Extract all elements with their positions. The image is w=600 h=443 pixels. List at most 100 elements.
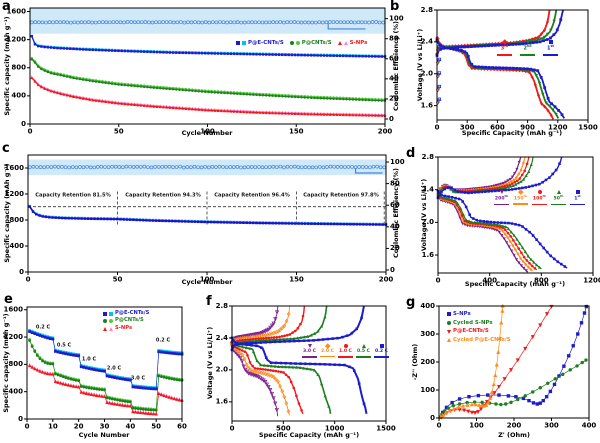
annotation: Capacity Retention 97.8% (303, 192, 379, 199)
legend-item: P@E-CNTs/S (236, 40, 284, 46)
legend-label: S-NPs (349, 40, 368, 46)
legend-item: 100th (532, 190, 547, 206)
legend-line-swatch (320, 355, 335, 358)
triangle-up-marker-icon (447, 338, 451, 343)
legend-label: 150th (513, 193, 528, 202)
legend-line-swatch (551, 203, 566, 206)
diamond-marker-icon (518, 189, 523, 195)
legend-line-swatch (543, 54, 558, 56)
legend-line-swatch (570, 203, 585, 206)
panel-a-y-axis-label: Specific capacity (mAh g⁻¹) (2, 16, 11, 116)
panel-a-legend: P@E-CNTs/S P@CNTs/S S-NPs (236, 40, 367, 46)
legend-line-swatch (338, 356, 353, 358)
circle-marker-icon (295, 41, 300, 46)
legend-label: 200th (494, 194, 509, 202)
legend-label: Cycled P@E-CNTs/S (453, 337, 511, 344)
legend-label: 50th (553, 194, 564, 202)
diamond-marker-icon (325, 343, 330, 349)
panel-b-y-axis-label: Voltage (V vs Li/Li⁺) (415, 28, 424, 102)
panel-a-right-axis-label: Coulombic Efficiency (%) (391, 21, 400, 111)
legend-item: 0.5 C (356, 344, 371, 358)
legend-label: 1st (547, 44, 554, 52)
legend-line-swatch (374, 356, 389, 358)
legend-item: P@CNTs/S (289, 40, 332, 46)
panel-f-legend: 3.0 C 2.0 C 1.0 C 0.5 C 0.2 C (302, 343, 389, 358)
legend-item: P@CNTs/S (103, 317, 149, 324)
panel-g-y-axis-label: -Z'' (Ohm) (410, 343, 419, 381)
legend-item: P@E-CNTs/S (103, 310, 150, 317)
legend-line-swatch (532, 203, 547, 206)
legend-item: 3.0 C (302, 344, 317, 358)
panel-d-y-axis-label: Voltage (V vs Li/Li⁺) (419, 178, 428, 252)
triangle-down-marker-icon (525, 40, 530, 44)
legend-item: P@E-CNTs/S (447, 328, 511, 334)
square-marker-icon (236, 41, 240, 46)
legend-label: P@CNTs/S (301, 40, 332, 46)
circle-marker-icon (537, 190, 542, 194)
legend-label: 3rd (500, 43, 509, 52)
legend-item: Cycled S-NPs (447, 320, 511, 326)
legend-item: S-NPs (447, 311, 511, 317)
square-marker-icon (103, 311, 107, 316)
panel-e-y-axis-label: Specific capacity (mAh g⁻¹) (1, 313, 10, 413)
legend-label: P@E-CNTs/S (115, 310, 150, 316)
legend-item: 200th (494, 190, 509, 206)
square-marker-icon (242, 41, 246, 46)
legend-item: 50th (551, 190, 566, 206)
panel-e-label: e (4, 292, 13, 307)
circle-marker-icon (289, 41, 294, 46)
legend-item: 150th (513, 189, 528, 205)
panel-g-x-axis-label: Z' (Ohm) (498, 430, 530, 439)
panel-a-x-axis-label: Cycle Number (181, 128, 233, 137)
triangle-up-marker-icon (361, 344, 366, 348)
circle-marker-icon (103, 319, 107, 324)
legend-label: P@CNTs/S (115, 317, 144, 324)
legend-label: Cycled S-NPs (453, 319, 493, 326)
annotation: 2.0 C (106, 365, 122, 372)
panel-g-label: g (406, 295, 416, 310)
legend-item: 3rd (497, 39, 512, 56)
panel-c-y-axis-label: Specific capacity (mAh g⁻¹) (2, 163, 11, 263)
legend-item: 0.2 C (374, 344, 389, 358)
annotation: Capacity Retention 81.5% (35, 192, 111, 199)
circle-marker-icon (343, 344, 348, 348)
circle-marker-icon (447, 320, 451, 325)
triangle-up-marker-icon (343, 41, 348, 46)
triangle-down-marker-icon (499, 190, 504, 194)
legend-label: S-NPs (115, 324, 133, 331)
square-marker-icon (575, 190, 580, 194)
legend-item: S-NPs (337, 40, 368, 46)
square-marker-icon (447, 312, 451, 317)
legend-label: 100th (532, 194, 547, 202)
legend-label: 2.0 C (320, 348, 335, 354)
panel-f-x-axis-label: Specific Capacity (mAh g⁻¹) (258, 430, 360, 439)
legend-line-swatch (513, 203, 528, 205)
annotation: Capacity Retention 94.3% (125, 192, 201, 199)
triangle-down-marker-icon (447, 329, 451, 334)
legend-label: 1.0 C (338, 349, 353, 354)
legend-line-swatch (494, 203, 509, 206)
panel-b-label: b (390, 0, 400, 14)
annotation: 0.2 C (35, 324, 51, 331)
panel-e-x-axis-label: Cycle Number (78, 430, 130, 439)
panel-g-legend: S-NPs Cycled S-NPs P@E-CNTs/S Cycled P@E-CN… (447, 311, 511, 343)
legend-line-swatch (497, 53, 512, 56)
legend-item: 1st (570, 190, 585, 206)
triangle-up-marker-icon (109, 326, 113, 331)
legend-label: S-NPs (453, 311, 471, 317)
legend-item: 1st (543, 40, 558, 56)
panel-b-x-axis-label: Specific Capacity (mAh g⁻¹) (461, 128, 563, 137)
legend-item: 2nd (520, 40, 535, 56)
annotation: 0.5 C (56, 342, 72, 349)
panel-f-label: f (206, 294, 212, 309)
annotation: Capacity Retention 96.4% (214, 192, 290, 199)
legend-label: 0.2 C (374, 349, 389, 354)
panel-c-label: c (2, 141, 10, 156)
panel-e-legend: P@E-CNTs/S P@CNTs/S S-NPs (103, 310, 150, 332)
panel-d-x-axis-label: Specific Capacity (mAh g⁻¹) (464, 279, 566, 288)
panel-a-label: a (2, 0, 11, 14)
triangle-down-marker-icon (307, 344, 312, 348)
legend-item: Cycled P@E-CNTs/S (447, 337, 511, 343)
